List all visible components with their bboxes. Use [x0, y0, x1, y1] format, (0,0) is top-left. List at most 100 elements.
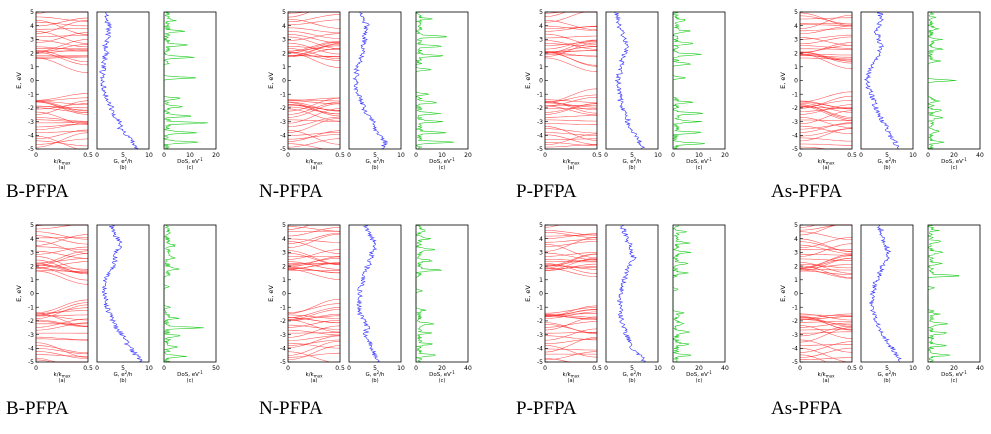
dos-x-tick-label: 20	[950, 365, 958, 372]
panel-tag-c: (c)	[696, 165, 703, 171]
y-tick-label: -1	[28, 304, 34, 311]
band-line	[800, 326, 852, 336]
band-line	[800, 54, 852, 69]
conductance-x-label-tail: /h	[636, 159, 642, 165]
dos-x-label: DoS, eV-1	[177, 370, 203, 378]
dos-x-tick-label: 40	[976, 365, 984, 372]
y-tick-label: 4	[794, 23, 798, 30]
conductance-x-label: G, e2/h	[113, 157, 133, 165]
band-line	[800, 16, 852, 24]
dos-x-tick-label: 20	[695, 365, 703, 372]
band-line	[800, 355, 852, 362]
band-line	[36, 102, 88, 113]
dos-x-label: DoS, eV-1	[941, 157, 967, 165]
y-tick-label: -1	[28, 91, 34, 98]
panel-tag-a: (a)	[823, 165, 830, 171]
y-tick-label: -4	[537, 133, 543, 140]
band-x-tick-label: 0	[34, 152, 38, 159]
band-x-tick-label: 0	[286, 152, 290, 159]
y-axis-label: E, eV	[267, 285, 275, 302]
y-tick-label: 5	[539, 222, 543, 229]
band-line	[545, 36, 597, 38]
y-tick-label: 1	[794, 64, 798, 71]
dos-x-tick-label: 10	[438, 152, 446, 159]
y-tick-label: 3	[30, 250, 34, 257]
caption-as-pfpa-bottom: As-PFPA	[771, 398, 842, 420]
band-line	[545, 322, 597, 328]
y-tick-label: 0	[282, 78, 286, 85]
panel-tag-c: (c)	[439, 378, 446, 384]
conductance-x-tick-label: 0	[347, 152, 351, 159]
band-line	[36, 131, 88, 133]
band-line	[545, 116, 597, 118]
band-line	[288, 353, 340, 357]
conductance-x-tick-label: 10	[654, 152, 662, 159]
y-tick-label: -1	[792, 304, 798, 311]
y-axis-label: E, eV	[15, 285, 23, 302]
y-tick-label: -4	[28, 346, 34, 353]
y-tick-label: 1	[794, 277, 798, 284]
band-line	[545, 126, 597, 140]
dos-line	[416, 225, 441, 362]
y-tick-label: 3	[794, 37, 798, 44]
panel-tag-a: (a)	[568, 165, 575, 171]
conductance-x-tick-label: 0	[95, 152, 99, 159]
dos-axes-frame	[928, 225, 980, 362]
dos-axes-frame	[164, 225, 216, 362]
y-tick-label: -4	[792, 133, 798, 140]
y-tick-label: 2	[539, 263, 543, 270]
caption-b-pfpa-top: B-PFPA	[6, 181, 69, 203]
y-tick-label: 4	[282, 23, 286, 30]
panel-tag-a: (a)	[311, 378, 318, 384]
band-x-tick-label: 0.5	[592, 152, 602, 159]
band-line	[800, 144, 852, 145]
band-x-tick-label: 0	[286, 365, 290, 372]
y-tick-label: 0	[539, 291, 543, 298]
dos-x-tick-label: 0	[926, 152, 930, 159]
y-tick-label: 2	[282, 50, 286, 57]
panel-tag-a: (a)	[59, 378, 66, 384]
band-line	[288, 19, 340, 28]
band-line	[800, 18, 852, 19]
conductance-x-label: G, e2/h	[365, 157, 385, 165]
conductance-x-label: G, e2/h	[877, 157, 897, 165]
band-line	[36, 35, 88, 36]
panel-tag-b: (b)	[883, 378, 890, 384]
y-tick-label: 3	[282, 250, 286, 257]
band-line	[545, 359, 597, 363]
dos-line	[416, 12, 454, 149]
band-line	[288, 139, 340, 148]
conductance-x-label: G, e2/h	[622, 157, 642, 165]
panel-tag-c: (c)	[951, 165, 958, 171]
dos-line	[164, 12, 208, 149]
caption-n-pfpa-bottom: N-PFPA	[259, 398, 323, 420]
dos-x-label: DoS, eV-1	[686, 157, 712, 165]
band-line	[545, 145, 597, 147]
dos-x-tick-label: 20	[212, 152, 220, 159]
band-axes-frame	[36, 225, 88, 362]
y-tick-label: -3	[537, 332, 543, 339]
band-x-tick-label: 0	[543, 365, 547, 372]
conductance-x-tick-label: 10	[145, 365, 153, 372]
y-tick-label: 3	[539, 37, 543, 44]
y-tick-label: 0	[282, 291, 286, 298]
y-tick-label: 2	[794, 50, 798, 57]
y-tick-label: 5	[30, 222, 34, 229]
band-line	[800, 38, 852, 46]
y-tick-label: 5	[794, 222, 798, 229]
band-line	[800, 344, 852, 345]
band-line	[800, 120, 852, 121]
panel-tag-a: (a)	[823, 378, 830, 384]
y-tick-label: -3	[28, 332, 34, 339]
conductance-x-tick-label: 10	[145, 152, 153, 159]
band-line	[800, 128, 852, 141]
conductance-x-label: G, e2/h	[113, 370, 133, 378]
y-axis-label: E, eV	[524, 285, 532, 302]
y-tick-label: 5	[539, 9, 543, 16]
conductance-x-tick-label: 0	[347, 365, 351, 372]
band-line	[36, 120, 88, 122]
conductance-x-label: G, e2/h	[365, 370, 385, 378]
conductance-x-label-tail: /h	[891, 372, 897, 378]
